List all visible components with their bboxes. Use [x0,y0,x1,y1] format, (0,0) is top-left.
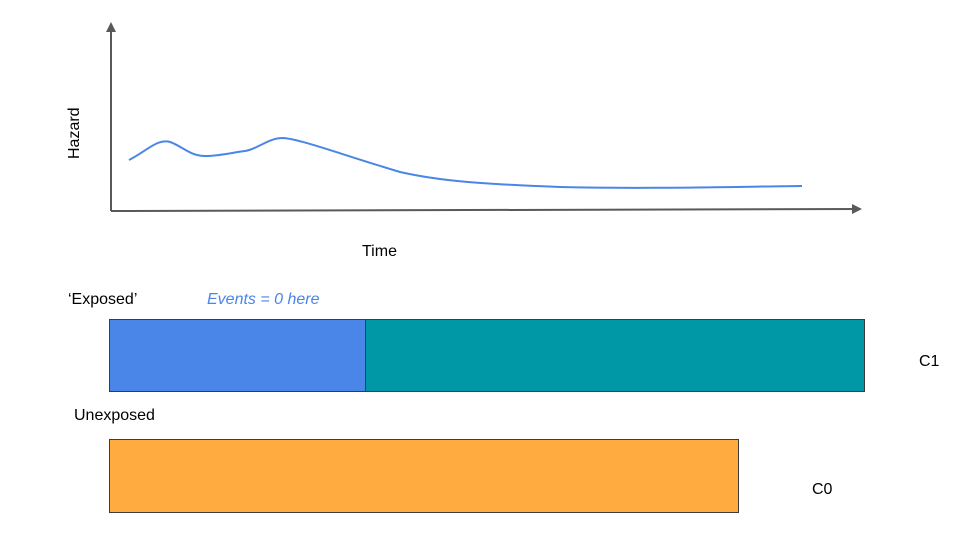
events-note: Events = 0 here [207,291,320,308]
unexposed-segment [109,439,739,513]
exposed-group-label: ‘Exposed’ [68,291,138,308]
exposed-early-segment [109,319,366,392]
unexposed-group-label: Unexposed [74,407,155,424]
exposed-late-segment [365,319,865,392]
cohort-c0-label: C0 [812,481,833,498]
x-axis [110,204,862,215]
x-axis-label: Time [362,243,397,260]
hazard-curve [128,136,803,189]
y-axis-label: Hazard [66,107,83,159]
cohort-c1-label: C1 [919,353,940,370]
